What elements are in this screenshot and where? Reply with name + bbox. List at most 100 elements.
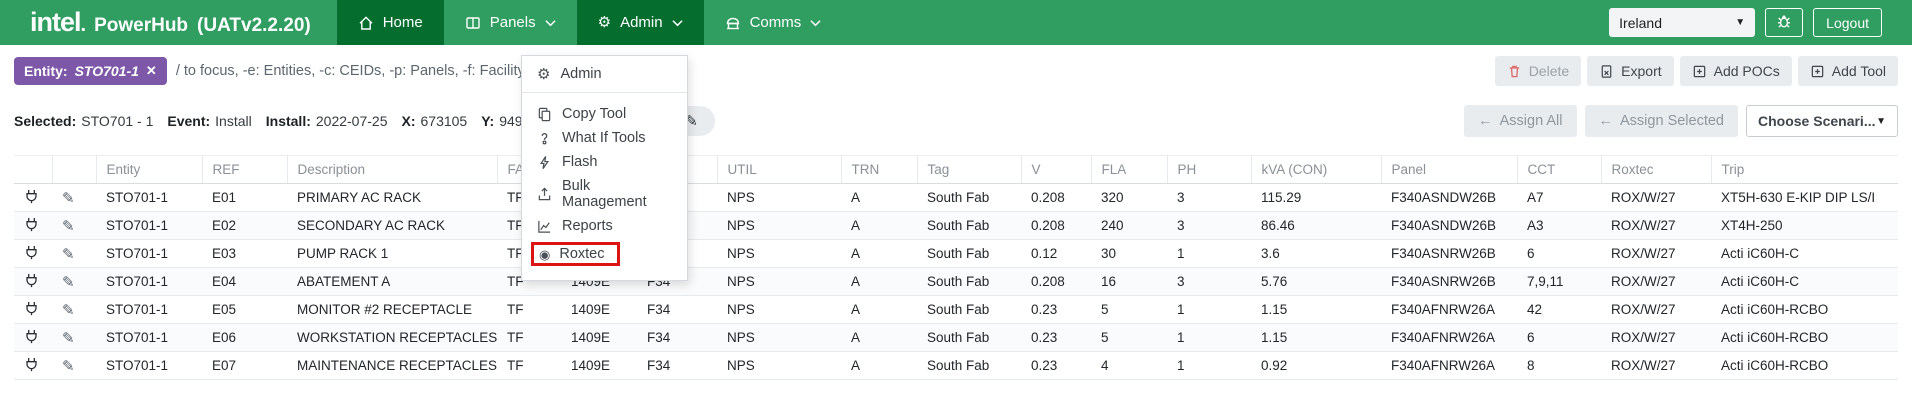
cell-fla: 16: [1091, 267, 1167, 296]
caret-down-icon: ▼: [1876, 115, 1886, 127]
plug-icon[interactable]: [24, 189, 39, 204]
comms-icon: [725, 15, 741, 31]
cell-cct: A3: [1517, 211, 1601, 240]
column-header-edit[interactable]: [52, 155, 97, 184]
panels-icon: [465, 15, 481, 31]
logout-button[interactable]: Logout: [1813, 8, 1882, 37]
plug-icon[interactable]: [24, 329, 39, 344]
pencil-icon[interactable]: ✎: [62, 245, 75, 263]
plug-icon[interactable]: [24, 245, 39, 260]
column-header-v[interactable]: V: [1021, 155, 1092, 184]
cell-entity: STO701-1: [96, 351, 202, 380]
entity-filter-badge[interactable]: Entity: STO701-1 ✕: [14, 57, 167, 85]
nav-item-admin[interactable]: ⚙ Admin: [576, 0, 704, 45]
nav-item-label: Admin: [620, 14, 663, 31]
cell-tag: South Fab: [917, 323, 1021, 352]
column-header-fla[interactable]: FLA: [1091, 155, 1168, 184]
menu-item-bulk-management[interactable]: Bulk Management: [522, 174, 687, 214]
export-button[interactable]: Export: [1587, 56, 1674, 86]
top-nav-right: Ireland ▼ Logout: [1609, 0, 1912, 45]
column-header-plug[interactable]: [14, 155, 53, 184]
column-header-trn[interactable]: TRN: [841, 155, 918, 184]
menu-item-flash[interactable]: Flash: [522, 150, 687, 174]
logout-label: Logout: [1826, 14, 1869, 31]
assign-selected-label: Assign Selected: [1620, 113, 1724, 129]
delete-button[interactable]: Delete: [1494, 56, 1582, 86]
cell-description: PUMP RACK 1: [287, 239, 497, 268]
menu-item-label: Admin: [560, 66, 602, 82]
pencil-icon[interactable]: ✎: [62, 217, 75, 235]
column-header-util[interactable]: UTIL: [717, 155, 842, 184]
scenario-select[interactable]: Choose Scenari... ▼: [1746, 105, 1898, 137]
plug-icon[interactable]: [24, 273, 39, 288]
add-tool-button[interactable]: Add Tool: [1797, 56, 1898, 86]
scenario-select-value: Choose Scenari...: [1758, 113, 1876, 129]
plug-icon[interactable]: [24, 217, 39, 232]
plug-icon[interactable]: [24, 301, 39, 316]
column-header-roxtec[interactable]: Roxtec: [1601, 155, 1712, 184]
cell-panel: F340ASNDW26B: [1381, 183, 1517, 212]
pencil-icon[interactable]: ✎: [62, 189, 75, 207]
close-icon[interactable]: ✕: [145, 63, 157, 78]
nav-item-comms[interactable]: Comms: [704, 0, 843, 45]
pencil-icon[interactable]: ✎: [62, 329, 75, 347]
cell-entity: STO701-1: [96, 211, 202, 240]
trash-icon: [1507, 64, 1522, 79]
delete-label: Delete: [1528, 63, 1570, 79]
menu-item-reports[interactable]: Reports: [522, 214, 687, 238]
x-coordinate-value: 673105: [420, 113, 468, 129]
column-header-panel[interactable]: Panel: [1381, 155, 1518, 184]
add-pocs-button[interactable]: Add POCs: [1679, 56, 1792, 86]
nav-item-home[interactable]: Home: [336, 0, 444, 45]
column-header-trip[interactable]: Trip: [1711, 155, 1898, 184]
top-nav-bar: intel. PowerHub (UATv2.2.20) Home Panels…: [0, 0, 1912, 45]
menu-item-what-if-tools[interactable]: What If Tools: [522, 126, 687, 150]
table-row: ✎ STO701-1 E01 PRIMARY AC RACK TF 1409E …: [14, 183, 1898, 212]
cell-roxtec: ROX/W/27: [1601, 295, 1711, 324]
cell-tag: South Fab: [917, 239, 1021, 268]
cell-fla: 320: [1091, 183, 1167, 212]
pencil-icon: ✎: [685, 113, 698, 130]
shortcut-hint-text: / to focus, -e: Entities, -c: CEIDs, -p:…: [175, 63, 578, 79]
column-header-description[interactable]: Description: [287, 155, 498, 184]
cell-trn: A: [841, 183, 917, 212]
cell-trip: Acti iC60H-C: [1711, 267, 1898, 296]
menu-item-copy-tool[interactable]: Copy Tool: [522, 102, 687, 126]
cell-ph: 1: [1167, 323, 1251, 352]
cell-kva: 5.76: [1251, 267, 1381, 296]
assign-controls: ← Assign All ← Assign Selected Choose Sc…: [1464, 105, 1898, 137]
column-header-kva[interactable]: kVA (CON): [1251, 155, 1382, 184]
column-header-cct[interactable]: CCT: [1517, 155, 1602, 184]
bug-report-button[interactable]: [1765, 8, 1804, 37]
column-header-entity[interactable]: Entity: [96, 155, 203, 184]
assign-all-button[interactable]: ← Assign All: [1464, 105, 1577, 137]
cell-fab: F34: [637, 323, 717, 352]
plug-icon[interactable]: [24, 357, 39, 372]
pencil-icon[interactable]: ✎: [62, 301, 75, 319]
menu-item-admin[interactable]: ⚙ Admin: [522, 56, 687, 93]
assign-selected-button[interactable]: ← Assign Selected: [1584, 105, 1738, 137]
left-arrow-icon: ←: [1478, 113, 1493, 129]
table-row: ✎ STO701-1 E07 MAINTENANCE RECEPTACLES T…: [14, 351, 1898, 380]
cell-kva: 3.6: [1251, 239, 1381, 268]
chevron-down-icon: [671, 19, 683, 27]
nav-item-panels[interactable]: Panels: [444, 0, 577, 45]
cell-ref: E01: [202, 183, 287, 212]
bug-icon: [1776, 13, 1792, 32]
version-label: (UATv2.2.20): [197, 14, 311, 36]
admin-menu-items: Copy Tool What If Tools Flash Bulk Manag…: [522, 93, 687, 280]
cell-ref: E02: [202, 211, 287, 240]
cell-ref: E05: [202, 295, 287, 324]
cell-tag: South Fab: [917, 183, 1021, 212]
cell-trn: A: [841, 211, 917, 240]
region-select[interactable]: Ireland ▼: [1609, 8, 1756, 37]
pencil-icon[interactable]: ✎: [62, 357, 75, 375]
column-header-tag[interactable]: Tag: [917, 155, 1022, 184]
menu-item-roxtec[interactable]: ◉ Roxtec: [522, 238, 687, 270]
cell-v: 0.23: [1021, 295, 1091, 324]
table-header-row: Entity REF Description FAC CEID FAB UTIL…: [14, 155, 1898, 184]
pencil-icon[interactable]: ✎: [62, 273, 75, 291]
column-header-ref[interactable]: REF: [202, 155, 288, 184]
cell-fac: TF: [497, 295, 561, 324]
column-header-ph[interactable]: PH: [1167, 155, 1252, 184]
